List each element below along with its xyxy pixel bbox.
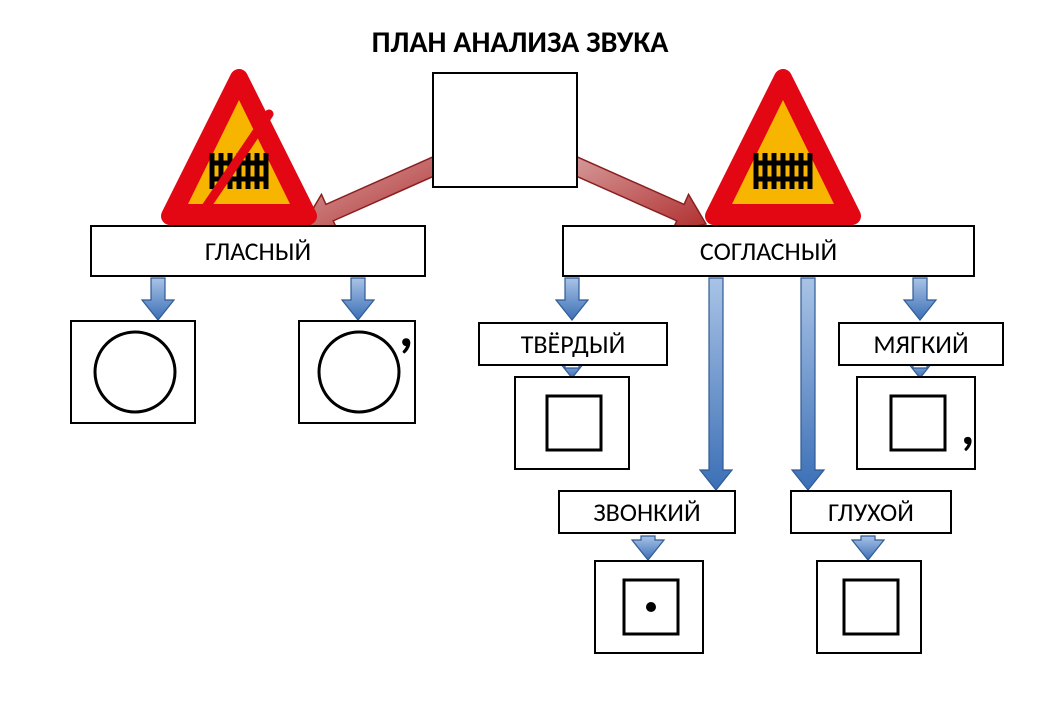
arrow-blue-3 [904,278,936,320]
arrow-blue-8 [632,536,664,560]
label-voiced: ЗВОНКИЙ [593,496,700,528]
arrow-blue-1 [342,278,374,320]
node-sym_soft [856,376,976,470]
accent-mark-0: , [400,300,414,356]
node-voiced: ЗВОНКИЙ [558,490,736,534]
arrow-blue-9 [852,536,884,560]
accent-mark-1: , [962,400,975,452]
node-sym_vowel_stressed [298,320,416,424]
node-vowel: ГЛАСНЫЙ [90,225,426,277]
label-consonant: СОГЛАСНЫЙ [700,235,837,267]
arrow-blue-6 [700,278,732,490]
node-sym_vowel_unstressed [70,320,196,424]
node-sym_voiced [594,560,704,654]
arrow-blue-2 [556,278,588,320]
arrow-blue-7 [792,278,824,490]
label-voiceless: ГЛУХОЙ [828,496,914,528]
node-sym_voiceless [816,560,922,654]
label-hard: ТВЁРДЫЙ [521,328,626,360]
arrow-blue-0 [142,278,174,320]
label-soft: МЯГКИЙ [873,328,968,360]
label-vowel: ГЛАСНЫЙ [205,235,311,267]
arrow-red-0 [304,152,452,231]
node-voiceless: ГЛУХОЙ [790,490,952,534]
node-consonant: СОГЛАСНЫЙ [562,225,975,277]
arrow-red-1 [558,152,706,231]
node-sym_hard [514,376,630,470]
node-root [432,72,578,188]
sign-no-barrier-icon [164,72,314,222]
node-soft: МЯГКИЙ [838,322,1004,366]
node-hard: ТВЁРДЫЙ [478,322,668,366]
sign-barrier-icon [708,72,858,222]
